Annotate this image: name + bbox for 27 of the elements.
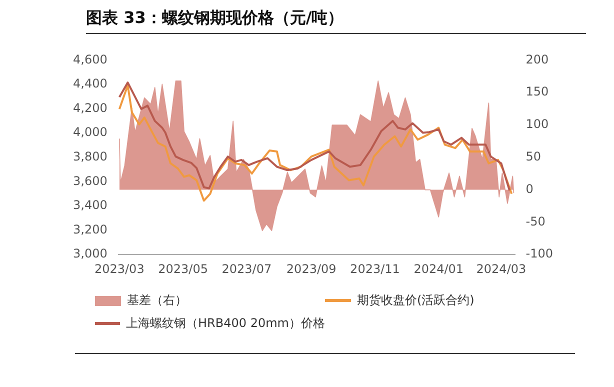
y-tick-label: 3,800	[72, 150, 108, 164]
y-tick-label: 3,400	[72, 198, 108, 212]
y-tick-label: 3,600	[72, 174, 108, 188]
y-tick-label: 3,200	[72, 222, 108, 236]
x-tick-label: 2024/01	[414, 262, 464, 276]
y2-tick-label: -100	[526, 246, 553, 261]
y-tick-label: 4,600	[72, 52, 108, 66]
y-tick-label: 4,400	[72, 76, 108, 91]
y2-tick-label: 150	[526, 84, 549, 99]
legend-label: 基差（右）	[127, 292, 187, 309]
x-tick-label: 2023/03	[94, 262, 144, 276]
x-tick-label: 2023/09	[286, 262, 336, 276]
x-tick-label: 2024/03	[476, 262, 526, 276]
legend-label: 期货收盘价(活跃合约)	[357, 292, 474, 309]
legend-label: 上海螺纹钢（HRB400 20mm）价格	[126, 315, 325, 332]
y2-tick-label: 200	[526, 52, 549, 66]
y2-tick-label: 0	[526, 182, 534, 196]
x-tick-label: 2023/05	[158, 262, 208, 276]
x-tick-label: 2023/07	[222, 262, 272, 276]
y2-tick-label: 50	[526, 150, 542, 164]
chart-title: 图表 33：螺纹钢期现价格（元/吨）	[86, 8, 586, 34]
y2-tick-label: -50	[526, 214, 546, 228]
x-tick-label: 2023/11	[350, 262, 400, 276]
y-tick-label: 4,200	[72, 100, 108, 115]
y-tick-label: 3,000	[72, 246, 108, 261]
y-tick-label: 4,000	[72, 125, 108, 140]
y2-tick-label: 100	[526, 117, 549, 132]
